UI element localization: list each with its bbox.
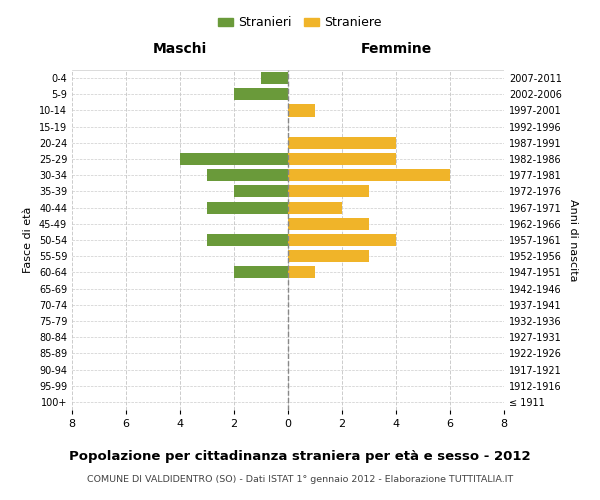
Bar [288,104,315,117]
Bar [234,88,288,101]
Bar [288,186,369,198]
Bar [207,234,288,246]
Bar [234,266,288,278]
Text: Maschi: Maschi [153,42,207,56]
Y-axis label: Fasce di età: Fasce di età [23,207,33,273]
Bar [288,202,342,213]
Bar [288,218,369,230]
Bar [288,250,369,262]
Bar [288,137,396,149]
Bar [288,266,315,278]
Bar [288,153,396,165]
Bar [234,186,288,198]
Bar [207,169,288,181]
Bar [288,234,396,246]
Y-axis label: Anni di nascita: Anni di nascita [568,198,578,281]
Bar [207,202,288,213]
Legend: Stranieri, Straniere: Stranieri, Straniere [213,11,387,34]
Text: Femmine: Femmine [361,42,431,56]
Bar [261,72,288,84]
Bar [180,153,288,165]
Text: COMUNE DI VALDIDENTRO (SO) - Dati ISTAT 1° gennaio 2012 - Elaborazione TUTTITALI: COMUNE DI VALDIDENTRO (SO) - Dati ISTAT … [87,475,513,484]
Bar [288,169,450,181]
Text: Popolazione per cittadinanza straniera per età e sesso - 2012: Popolazione per cittadinanza straniera p… [69,450,531,463]
